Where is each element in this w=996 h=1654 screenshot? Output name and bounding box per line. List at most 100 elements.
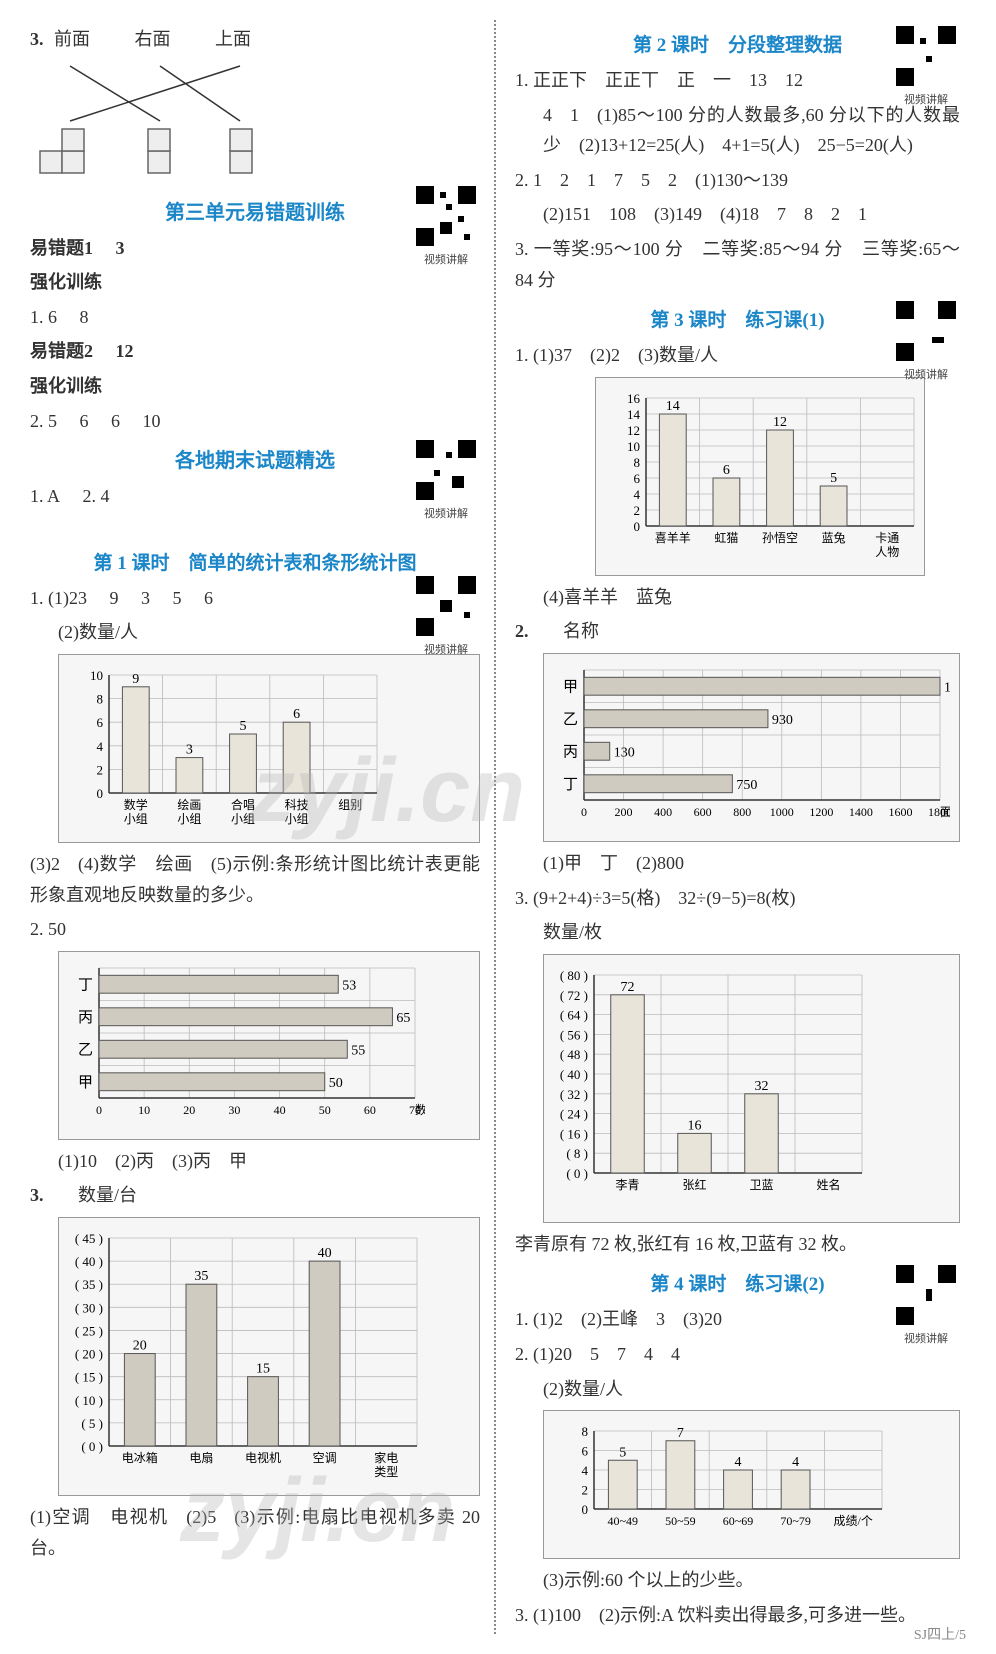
svg-text:6: 6: [97, 715, 104, 730]
svg-text:( 25 ): ( 25 ): [75, 1323, 103, 1338]
svg-text:35: 35: [194, 1269, 208, 1284]
svg-text:6: 6: [634, 471, 641, 486]
svg-text:14: 14: [627, 407, 641, 422]
svg-text:20: 20: [183, 1103, 195, 1117]
svg-text:( 80 ): ( 80 ): [560, 968, 588, 983]
svg-text:8: 8: [582, 1424, 589, 1439]
svg-text:虹猫: 虹猫: [714, 531, 738, 545]
svg-text:50~59: 50~59: [665, 1514, 696, 1528]
svg-text:16: 16: [627, 391, 641, 406]
svg-text:蓝兔: 蓝兔: [822, 530, 846, 545]
svg-text:0: 0: [581, 805, 587, 819]
svg-text:数量/下: 数量/下: [415, 1102, 425, 1117]
err2: 易错题2 12: [30, 336, 480, 367]
svg-text:空调: 空调: [313, 1451, 337, 1465]
svg-text:组别: 组别: [338, 798, 362, 812]
svg-text:乙: 乙: [563, 712, 578, 728]
svg-text:人物: 人物: [875, 545, 899, 559]
svg-text:5: 5: [619, 1445, 626, 1460]
svg-text:4: 4: [634, 487, 641, 502]
svg-text:科技: 科技: [285, 798, 309, 812]
left-column: 3. 前面 右面 上面: [30, 20, 490, 1634]
qr-6: 视频讲解: [892, 1265, 960, 1346]
svg-text:14: 14: [666, 399, 680, 414]
l2q3: 3. 一等奖:95～100 分 二等奖:85～94 分 三等奖:65～84 分: [515, 234, 960, 295]
q3-svg: [30, 61, 290, 181]
chart7: 02468540~49750~59460~69470~79成绩/个: [543, 1410, 960, 1559]
l4q2b-label: (2)数量/人: [515, 1374, 960, 1405]
q3-num: 3.: [30, 29, 44, 49]
l3q2-label: 名称: [563, 621, 599, 641]
svg-text:10: 10: [627, 439, 640, 454]
l1q1p3: (3)2 (4)数学 绘画 (5)示例:条形统计图比统计表更能形象直观地反映数量…: [30, 849, 480, 910]
svg-text:( 5 ): ( 5 ): [81, 1416, 103, 1431]
svg-text:电冰箱: 电冰箱: [122, 1450, 158, 1465]
svg-text:1800: 1800: [944, 680, 950, 695]
svg-text:1600: 1600: [888, 805, 912, 819]
svg-text:小组: 小组: [285, 812, 309, 826]
svg-text:0: 0: [96, 1103, 102, 1117]
l2q2a: 2. 1 2 1 7 5 2 (1)130～139: [515, 165, 960, 196]
svg-text:合唱: 合唱: [231, 797, 255, 812]
l1q3-row: 3. 数量/台: [30, 1180, 480, 1211]
svg-text:( 40 ): ( 40 ): [75, 1254, 103, 1269]
svg-text:5: 5: [240, 719, 247, 734]
svg-text:930: 930: [772, 713, 793, 728]
str2-title: 强化训练: [30, 371, 480, 402]
svg-text:1200: 1200: [809, 805, 833, 819]
svg-text:7: 7: [677, 1426, 684, 1441]
svg-text:1000: 1000: [770, 805, 794, 819]
svg-text:成绩/个: 成绩/个: [834, 1514, 873, 1528]
svg-text:400: 400: [654, 805, 672, 819]
svg-text:小组: 小组: [177, 812, 201, 826]
chart5: 020040060080010001200140016001800甲1800乙9…: [543, 653, 960, 842]
svg-text:孙悟空: 孙悟空: [762, 530, 798, 545]
svg-text:2: 2: [582, 1483, 589, 1498]
svg-text:张红: 张红: [682, 1177, 706, 1192]
l1q3-label: 数量/台: [78, 1185, 137, 1205]
svg-text:9: 9: [132, 672, 139, 687]
svg-text:( 72 ): ( 72 ): [560, 988, 588, 1003]
svg-text:0: 0: [634, 519, 641, 534]
l3q2-num: 2.: [515, 621, 529, 641]
l1after2: (1)10 (2)丙 (3)丙 甲: [30, 1146, 480, 1177]
svg-text:卫蓝: 卫蓝: [749, 1178, 773, 1192]
svg-text:20: 20: [133, 1338, 147, 1353]
svg-text:12: 12: [773, 415, 787, 430]
svg-text:( 64 ): ( 64 ): [560, 1007, 588, 1022]
svg-text:3: 3: [186, 743, 193, 758]
l1q3-ans: (1)空调 电视机 (2)5 (3)示例:电扇比电视机多卖 20 台。: [30, 1502, 480, 1563]
l3q2-ans: (1)甲 丁 (2)800: [515, 848, 960, 879]
svg-text:2: 2: [634, 503, 641, 518]
chart1: 02468109数学小组3绘画小组5合唱小组6科技小组组别: [58, 654, 480, 843]
svg-text:50: 50: [329, 1075, 343, 1090]
l4q3: 3. (1)100 (2)示例:A 饮料卖出得最多,可多进一些。: [515, 1600, 960, 1631]
svg-text:2: 2: [97, 762, 104, 777]
svg-text:喜羊羊: 喜羊羊: [655, 530, 691, 545]
svg-text:5: 5: [830, 471, 837, 486]
qr-4: 视频讲解: [892, 26, 960, 107]
svg-text:4: 4: [735, 1455, 742, 1470]
svg-text:丁: 丁: [563, 777, 578, 793]
svg-text:( 20 ): ( 20 ): [75, 1346, 103, 1361]
l3q1b: (4)喜羊羊 蓝兔: [515, 582, 960, 613]
svg-text:( 24 ): ( 24 ): [560, 1106, 588, 1121]
chart2: 010203040506070丁53丙65乙55甲50 数量/下: [58, 951, 480, 1140]
svg-text:面积/平方米: 面积/平方米: [940, 804, 950, 819]
svg-text:53: 53: [342, 978, 356, 993]
svg-text:甲: 甲: [563, 679, 578, 695]
svg-text:家电: 家电: [374, 1450, 398, 1465]
svg-text:50: 50: [319, 1103, 331, 1117]
svg-text:甲: 甲: [78, 1074, 93, 1090]
svg-text:60~69: 60~69: [723, 1514, 754, 1528]
svg-text:0: 0: [582, 1502, 589, 1517]
svg-text:60: 60: [364, 1103, 376, 1117]
svg-text:200: 200: [615, 805, 633, 819]
qr-1: 视频讲解: [412, 186, 480, 267]
svg-text:10: 10: [138, 1103, 150, 1117]
svg-text:16: 16: [688, 1118, 702, 1133]
column-divider: [494, 20, 496, 1634]
l2q1b: 4 1 (1)85～100 分的人数最多,60 分以下的人数最少 (2)13+1…: [515, 100, 960, 161]
svg-text:( 0 ): ( 0 ): [566, 1166, 588, 1181]
svg-text:55: 55: [351, 1043, 365, 1058]
